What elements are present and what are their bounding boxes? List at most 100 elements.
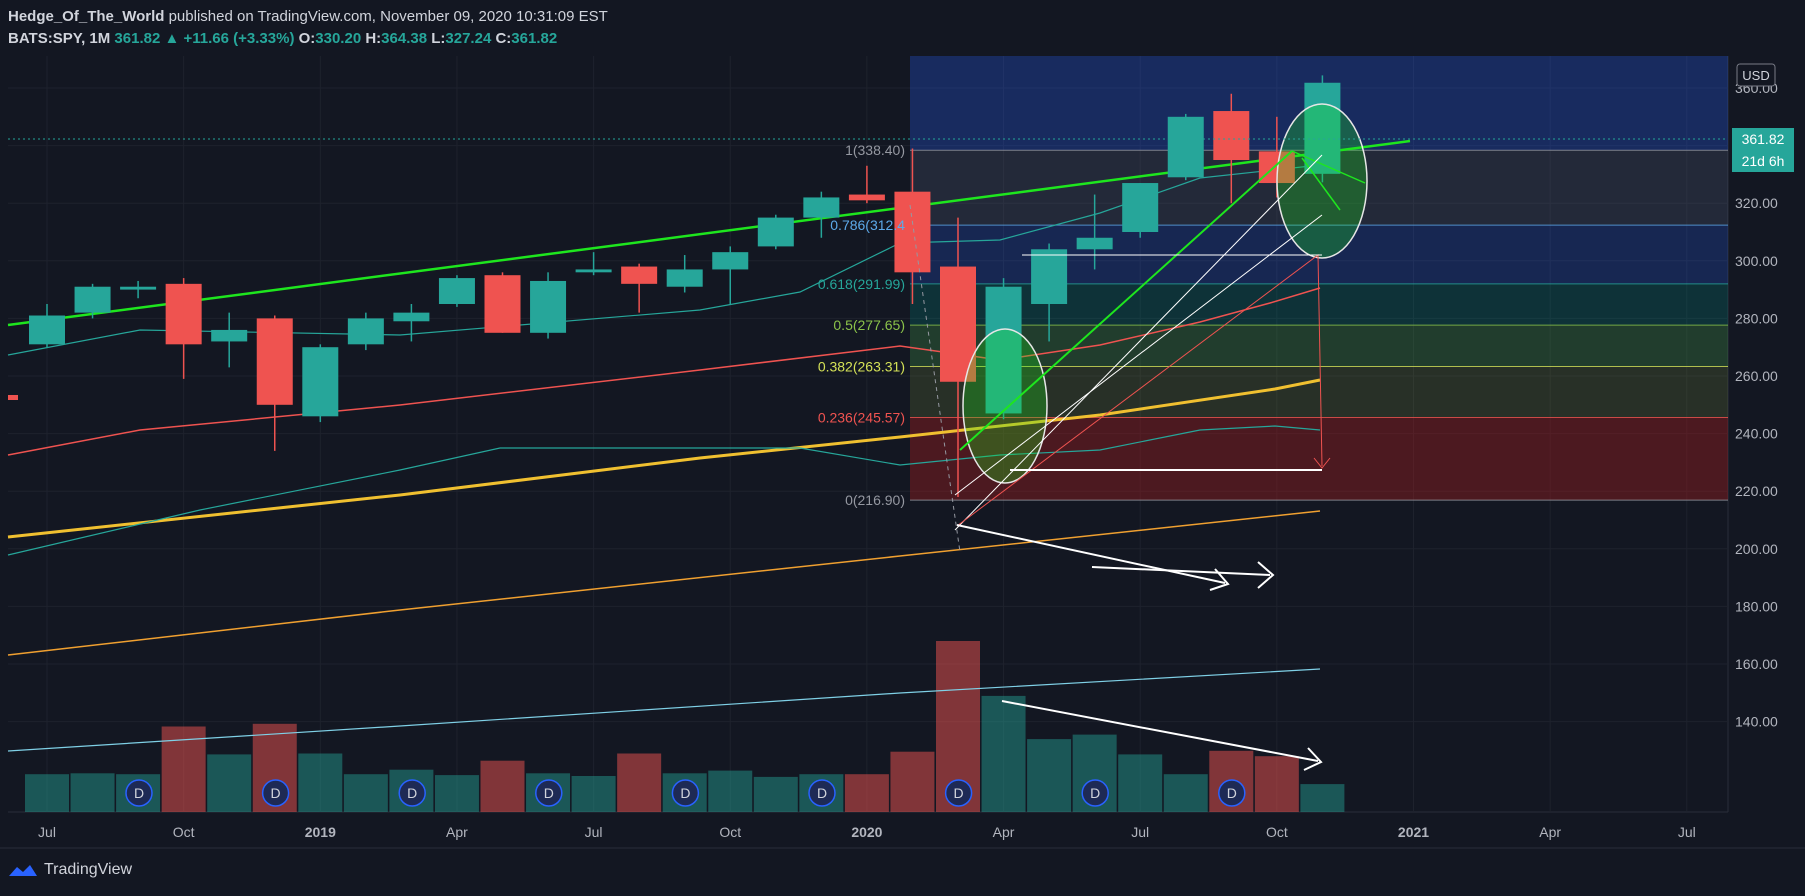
white-trend-line: [954, 154, 1323, 531]
time-tick-label: Oct: [173, 824, 195, 840]
candle-body: [1076, 237, 1113, 250]
highlight-ellipse: [1276, 103, 1368, 259]
candle-body: [666, 269, 703, 287]
candle-body: [74, 286, 111, 313]
candle-body: [393, 312, 430, 322]
last-price: 361.82: [114, 30, 161, 47]
volume-bar: [298, 753, 343, 812]
arrow-icon: [956, 524, 1230, 591]
price-tick-label: 180.00: [1735, 598, 1778, 614]
fib-level-label: 0.618(291.99): [818, 276, 905, 292]
candle-body: [530, 280, 567, 333]
candle-body: [848, 194, 885, 201]
close-value: 361.82: [511, 30, 558, 47]
time-tick-label: 2019: [305, 824, 336, 840]
candle-body: [1167, 116, 1204, 178]
price-tick-label: 260.00: [1735, 368, 1778, 384]
volume-bar: [480, 760, 525, 812]
fib-level-label: 0.236(245.57): [818, 410, 905, 426]
volume-bar: [70, 773, 115, 812]
time-tick-label: Jul: [38, 824, 56, 840]
dividend-label: D: [407, 785, 417, 801]
candle-body: [484, 275, 521, 333]
dividend-marker: [944, 779, 973, 807]
dividend-label: D: [544, 785, 554, 801]
time-tick-label: Apr: [993, 824, 1015, 840]
price-tick-label: 140.00: [1735, 714, 1778, 730]
time-tick-label: Apr: [446, 824, 468, 840]
fib-level-label: 0.5(277.65): [833, 317, 905, 333]
dividend-marker: [261, 779, 290, 807]
price-tick-label: 240.00: [1735, 426, 1778, 442]
price-tick-label: 320.00: [1735, 195, 1778, 211]
dividend-label: D: [134, 785, 144, 801]
bollinger-lower: [7, 425, 1321, 556]
volume-bar: [571, 776, 616, 812]
dividend-label: D: [271, 785, 281, 801]
time-tick-label: 2020: [851, 824, 882, 840]
candle-body: [165, 283, 202, 345]
volume-bar: [1254, 756, 1299, 812]
green-trend-line: [959, 150, 1293, 451]
volume-bar: [890, 751, 935, 812]
fib-level-label: 0.382(263.31): [818, 358, 905, 374]
fib-dashed-line: [909, 204, 961, 553]
high-label: H:: [365, 30, 382, 47]
time-tick-label: Jul: [1131, 824, 1149, 840]
currency-label: USD: [1742, 68, 1769, 83]
volume-bar: [844, 774, 889, 812]
current-price-badge: [1732, 128, 1794, 150]
volume-ma-line: [7, 668, 1321, 752]
candle-body: [757, 217, 794, 247]
candle-body: [894, 191, 931, 273]
dividend-marker: [671, 779, 700, 807]
countdown-label: 21d 6h: [1742, 153, 1785, 169]
dividend-label: D: [954, 785, 964, 801]
volume-bar: [1118, 754, 1163, 812]
dividend-marker: [535, 779, 563, 807]
volume-bar: [207, 754, 252, 812]
volume-bar: [981, 695, 1026, 812]
author-name: Hedge_Of_The_World: [8, 8, 165, 25]
candle-body: [347, 318, 384, 345]
high-value: 364.38: [381, 30, 428, 47]
brand-name: TradingView: [44, 861, 133, 878]
close-label: C:: [495, 30, 512, 47]
dividend-marker: [1218, 779, 1246, 807]
candle-body: [438, 278, 475, 304]
footer-brand[interactable]: TradingView: [8, 861, 132, 879]
price-tick-label: 300.00: [1735, 253, 1778, 269]
volume-bar: [25, 774, 69, 812]
low-value: 327.24: [445, 30, 492, 47]
published-text: published on TradingView.com, November 0…: [168, 8, 608, 25]
candle-body: [621, 266, 658, 284]
publish-info: Hedge_Of_The_World published on TradingV…: [8, 8, 608, 25]
candle-body: [1122, 183, 1159, 232]
volume-bar: [434, 775, 479, 812]
moving-average-200: [7, 378, 1321, 539]
countdown-badge: [1732, 150, 1794, 172]
white-trend-line: [954, 214, 1323, 496]
scroll-marker: [8, 395, 18, 400]
price-tick-label: 160.00: [1735, 656, 1778, 672]
candle-body: [29, 315, 65, 345]
fib-level-label: 0(216.90): [845, 492, 905, 508]
time-tick-label: Oct: [719, 824, 741, 840]
open-value: 330.20: [315, 30, 362, 47]
candle-body: [712, 252, 749, 270]
time-tick-label: Apr: [1539, 824, 1561, 840]
ohlc-legend: BATS:SPY, 1M 361.82 ▲ +11.66 (+3.33%) O:…: [8, 30, 557, 47]
highlight-ellipse: [962, 328, 1048, 484]
arrow-icon: [1001, 700, 1323, 771]
time-tick-label: 2021: [1398, 824, 1429, 840]
dividend-label: D: [1090, 785, 1100, 801]
candle-body: [803, 197, 840, 218]
time-tick-label: Jul: [1678, 824, 1696, 840]
green-trend-line: [1291, 150, 1366, 184]
fib-level-label: 1(338.40): [845, 142, 905, 158]
price-tick-label: 280.00: [1735, 310, 1778, 326]
candle-body: [1213, 111, 1250, 160]
dividend-marker: [1081, 779, 1109, 807]
price-tick-label: 200.00: [1735, 541, 1778, 557]
